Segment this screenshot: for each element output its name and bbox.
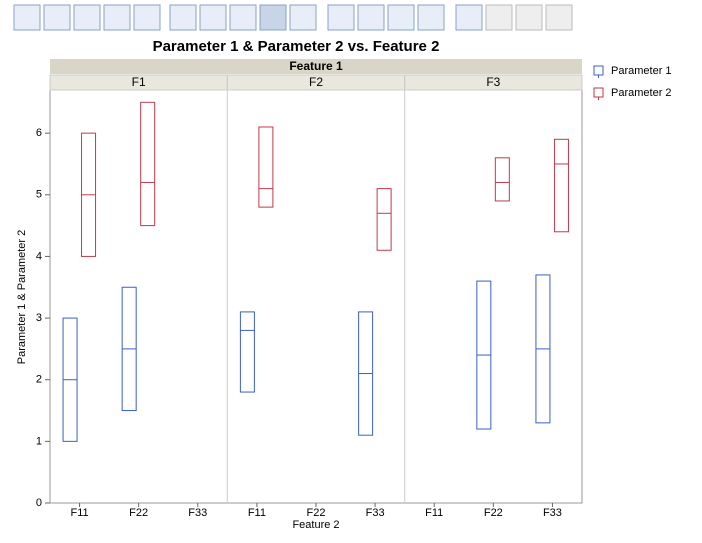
- panel-label: F2: [309, 75, 323, 89]
- legend-swatch: [593, 65, 604, 76]
- tool-icon[interactable]: [229, 4, 257, 31]
- tool-icon[interactable]: [43, 4, 71, 31]
- toolbar-icons: [13, 4, 573, 31]
- facet-header: [50, 59, 582, 74]
- y-tick-label: 0: [36, 497, 42, 509]
- box: [553, 138, 569, 233]
- tool-icon[interactable]: [103, 4, 131, 31]
- tool-icon[interactable]: [387, 4, 415, 31]
- chart-title: Parameter 1 & Parameter 2 vs. Feature 2: [153, 38, 440, 55]
- x-tick-label: F22: [129, 507, 148, 519]
- x-tick-label: F22: [484, 507, 503, 519]
- box: [140, 101, 156, 227]
- x-axis-label: Feature 2: [292, 519, 339, 531]
- tool-icon[interactable]: [357, 4, 385, 31]
- tool-icon[interactable]: [515, 4, 543, 31]
- toolbar: [0, 0, 702, 34]
- y-tick-label: 6: [36, 127, 42, 139]
- plot-frame: [49, 89, 583, 504]
- y-tick-label: 5: [36, 189, 42, 201]
- panel-label: F3: [486, 75, 500, 89]
- tool-icon[interactable]: [73, 4, 101, 31]
- x-tick-label: F33: [543, 507, 562, 519]
- y-tick-label: 4: [36, 250, 42, 262]
- legend-swatch: [593, 87, 604, 98]
- tool-icon[interactable]: [327, 4, 355, 31]
- tool-icon[interactable]: [169, 4, 197, 31]
- tool-icon[interactable]: [259, 4, 287, 31]
- facet-label: Feature 1: [289, 59, 343, 73]
- tool-icon[interactable]: [417, 4, 445, 31]
- tool-icon[interactable]: [13, 4, 41, 31]
- x-tick-label: F11: [248, 507, 266, 519]
- y-tick-label: 2: [36, 374, 42, 386]
- tool-icon[interactable]: [199, 4, 227, 31]
- y-tick-label: 1: [36, 435, 42, 447]
- y-axis-label: Parameter 1 & Parameter 2: [16, 230, 28, 365]
- tool-icon[interactable]: [545, 4, 573, 31]
- tool-icon[interactable]: [485, 4, 513, 31]
- box: [376, 188, 392, 251]
- tool-icon[interactable]: [289, 4, 317, 31]
- box: [258, 126, 274, 208]
- x-tick-label: F33: [366, 507, 385, 519]
- x-tick-label: F11: [425, 507, 443, 519]
- x-tick-label: F33: [188, 507, 207, 519]
- y-tick-label: 3: [36, 312, 42, 324]
- x-tick-label: F22: [307, 507, 326, 519]
- legend-label: Parameter 2: [611, 87, 672, 99]
- box: [239, 311, 255, 393]
- legend-label: Parameter 1: [611, 65, 672, 77]
- tool-icon[interactable]: [455, 4, 483, 31]
- tool-icon[interactable]: [133, 4, 161, 31]
- box: [494, 157, 510, 202]
- panel-label: F1: [132, 75, 146, 89]
- x-tick-label: F11: [70, 507, 88, 519]
